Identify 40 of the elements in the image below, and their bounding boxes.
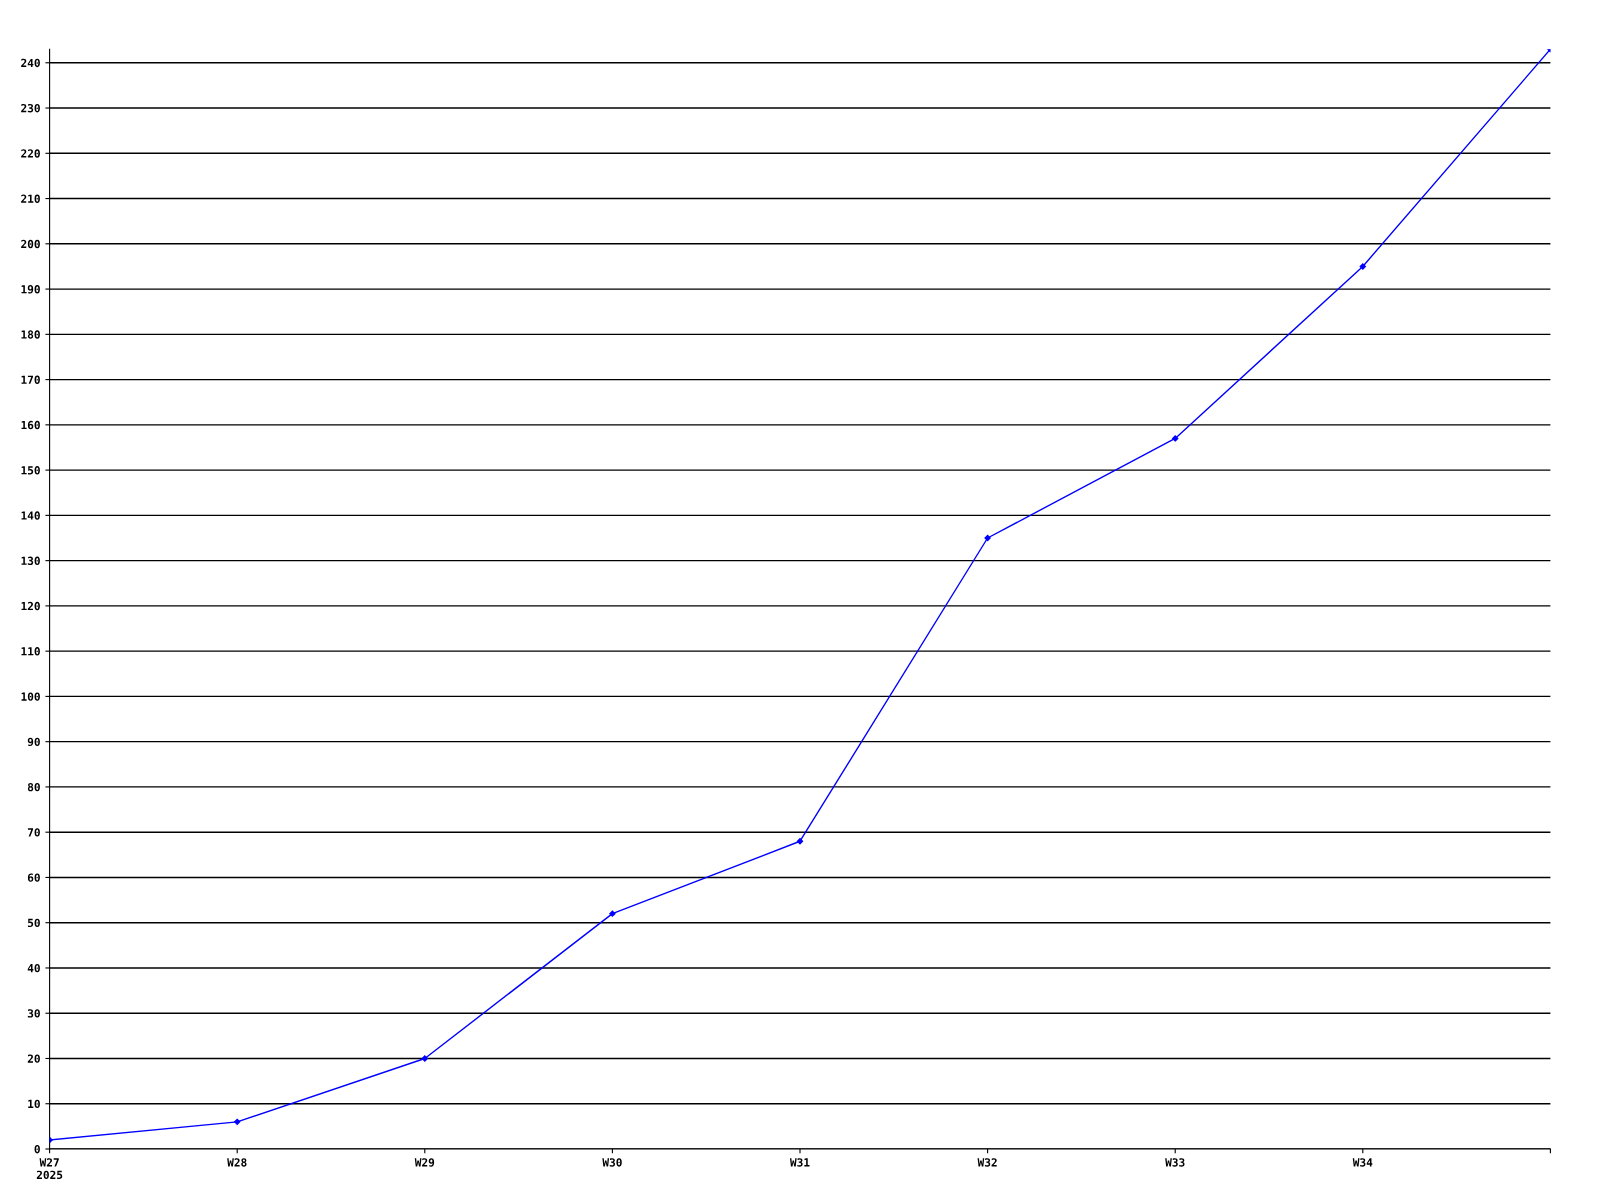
y-tick-label: 30 xyxy=(27,1009,40,1018)
y-tick-label: 40 xyxy=(27,963,40,973)
x-tick-label: W30 xyxy=(602,1158,622,1167)
x-tick-label: W28 xyxy=(227,1158,247,1167)
y-tick-label: 120 xyxy=(21,601,40,611)
y-tick-label: 170 xyxy=(21,375,40,384)
y-tick-label: 220 xyxy=(21,149,40,158)
point xyxy=(234,1118,241,1125)
point xyxy=(421,1055,428,1062)
y-tick-label: 110 xyxy=(21,647,40,656)
y-tick-label: 150 xyxy=(21,466,40,475)
y-tick-label: 70 xyxy=(27,828,40,837)
y-tick-label: 160 xyxy=(21,420,40,430)
x-tick-label: W33 xyxy=(1165,1158,1185,1167)
y-tick-label: 0 xyxy=(34,1144,40,1154)
y-tick-label: 50 xyxy=(27,918,40,928)
x-tick-label: W32 xyxy=(977,1158,997,1167)
point xyxy=(609,910,616,917)
y-tick-label: 210 xyxy=(21,194,40,203)
y-tick-label: 180 xyxy=(21,330,40,339)
x-tick-label: W29 xyxy=(414,1158,435,1167)
y-tick-label: 240 xyxy=(21,58,40,68)
y-tick-label: 90 xyxy=(27,737,40,747)
y-tick-label: 10 xyxy=(28,1099,40,1109)
x-tick-label: W34 xyxy=(1352,1158,1373,1167)
x-tick-label: W31 xyxy=(789,1158,810,1167)
point xyxy=(1172,435,1179,442)
point xyxy=(796,838,804,845)
y-tick-label: 100 xyxy=(21,692,40,701)
point xyxy=(1359,263,1366,270)
y-tick-label: 200 xyxy=(21,239,40,249)
y-tick-label: 190 xyxy=(21,285,40,294)
y-tick-label: 80 xyxy=(27,782,40,792)
x-tick-label: W27 2025 xyxy=(36,1158,63,1180)
y-tick-label: 230 xyxy=(21,104,40,113)
y-tick-label: 60 xyxy=(27,873,40,882)
point xyxy=(984,534,991,542)
y-tick-label: 20 xyxy=(27,1054,40,1063)
y-tick-label: 130 xyxy=(21,556,40,566)
y-tick-label: 140 xyxy=(21,511,40,520)
